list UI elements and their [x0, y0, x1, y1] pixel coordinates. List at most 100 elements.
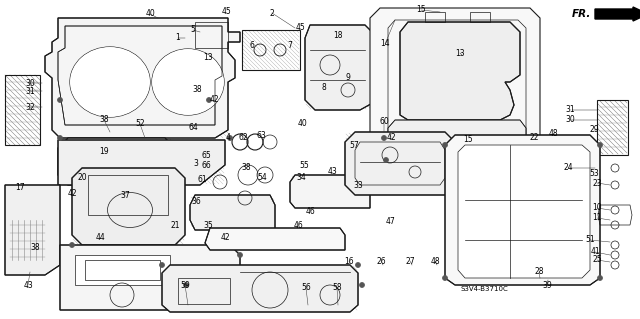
Text: 48: 48 [430, 256, 440, 265]
Text: 66: 66 [201, 160, 211, 169]
Polygon shape [370, 8, 540, 168]
Circle shape [237, 253, 243, 257]
Text: 19: 19 [99, 147, 109, 157]
Text: 31: 31 [565, 106, 575, 115]
Bar [5, 75, 40, 145]
Text: 4: 4 [225, 132, 230, 142]
Text: 42: 42 [220, 233, 230, 241]
Circle shape [58, 136, 63, 140]
Polygon shape [190, 195, 275, 230]
Text: 24: 24 [563, 164, 573, 173]
Polygon shape [400, 22, 520, 120]
Polygon shape [72, 168, 185, 245]
Text: 62: 62 [238, 132, 248, 142]
Text: 32: 32 [25, 102, 35, 112]
Text: 61: 61 [197, 175, 207, 184]
Text: 64: 64 [188, 123, 198, 132]
Text: 29: 29 [589, 125, 599, 135]
Text: 36: 36 [191, 197, 201, 206]
Polygon shape [5, 185, 60, 275]
Text: 30: 30 [565, 115, 575, 124]
Text: 38: 38 [30, 242, 40, 251]
Text: 25: 25 [592, 256, 602, 264]
Text: 47: 47 [385, 218, 395, 226]
Text: 45: 45 [295, 24, 305, 33]
Text: 54: 54 [257, 174, 267, 182]
Bar [61, 246, 239, 309]
Polygon shape [290, 175, 370, 208]
Circle shape [159, 263, 164, 268]
Text: 15: 15 [416, 5, 426, 14]
Ellipse shape [70, 47, 150, 117]
Text: 60: 60 [379, 117, 389, 127]
Bar [291, 176, 369, 207]
Polygon shape [45, 18, 240, 138]
Circle shape [442, 143, 447, 147]
Text: 35: 35 [203, 220, 213, 229]
Text: 55: 55 [299, 160, 309, 169]
Text: 23: 23 [592, 179, 602, 188]
Text: 59: 59 [180, 280, 190, 290]
Text: 3: 3 [193, 159, 198, 167]
Text: 37: 37 [120, 191, 130, 201]
Text: 40: 40 [298, 120, 308, 129]
Circle shape [207, 98, 211, 102]
Text: 52: 52 [135, 120, 145, 129]
Text: 38: 38 [192, 85, 202, 94]
Text: 31: 31 [25, 86, 35, 95]
Text: 48: 48 [548, 130, 558, 138]
Text: 18: 18 [333, 31, 343, 40]
Polygon shape [58, 138, 175, 185]
Text: 65: 65 [201, 151, 211, 160]
Text: 58: 58 [332, 284, 342, 293]
Circle shape [381, 136, 387, 140]
Circle shape [598, 143, 602, 147]
Polygon shape [345, 132, 455, 195]
Text: 38: 38 [99, 115, 109, 124]
Bar [401, 33, 519, 119]
Text: 15: 15 [463, 136, 473, 145]
Text: 27: 27 [405, 256, 415, 265]
Text: 30: 30 [25, 78, 35, 87]
Bar [191, 196, 274, 229]
Ellipse shape [70, 47, 150, 117]
FancyArrow shape [595, 7, 640, 21]
Polygon shape [305, 25, 378, 110]
Text: 13: 13 [203, 53, 213, 62]
Text: 40: 40 [145, 10, 155, 19]
Bar [598, 101, 627, 154]
Polygon shape [388, 120, 526, 160]
Bar [389, 128, 525, 159]
Bar [243, 31, 299, 69]
Polygon shape [162, 265, 358, 312]
Polygon shape [205, 228, 345, 250]
Polygon shape [58, 140, 225, 185]
Text: 22: 22 [529, 133, 539, 143]
Text: 63: 63 [256, 131, 266, 140]
Text: 44: 44 [95, 233, 105, 241]
Text: 45: 45 [222, 8, 232, 17]
Circle shape [442, 276, 447, 280]
Text: 57: 57 [349, 140, 359, 150]
Text: FR.: FR. [572, 9, 591, 19]
Circle shape [355, 263, 360, 268]
Text: 43: 43 [23, 280, 33, 290]
Circle shape [360, 283, 365, 287]
Text: 42: 42 [67, 189, 77, 197]
Text: 41: 41 [590, 248, 600, 256]
Text: 43: 43 [327, 167, 337, 176]
Bar [163, 266, 357, 311]
Text: 42: 42 [386, 132, 396, 142]
Text: 2: 2 [269, 9, 275, 18]
Circle shape [70, 242, 74, 248]
Text: 56: 56 [301, 284, 311, 293]
Bar [196, 23, 227, 47]
Text: 10: 10 [592, 204, 602, 212]
Text: 7: 7 [287, 41, 292, 49]
Text: 11: 11 [592, 213, 602, 222]
Polygon shape [445, 135, 600, 285]
Circle shape [227, 136, 232, 140]
Text: 42: 42 [209, 95, 219, 105]
Circle shape [184, 283, 189, 287]
Text: 51: 51 [585, 235, 595, 244]
